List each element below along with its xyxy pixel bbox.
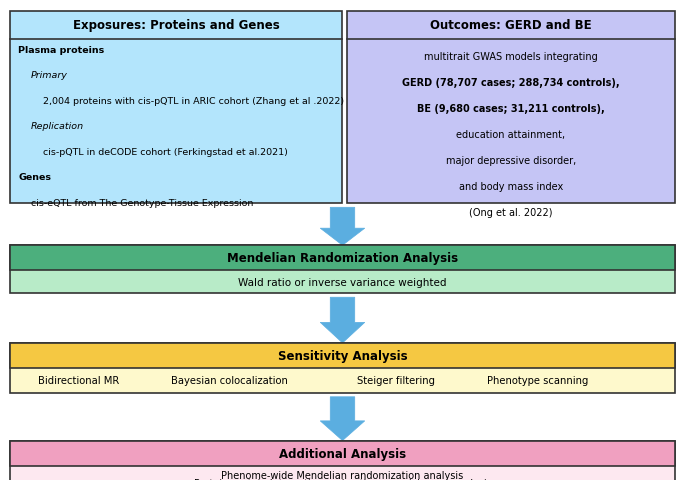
Polygon shape bbox=[320, 208, 364, 246]
Polygon shape bbox=[320, 298, 364, 343]
Text: major depressive disorder,: major depressive disorder, bbox=[446, 156, 576, 166]
Text: Phenotype scanning: Phenotype scanning bbox=[487, 376, 588, 385]
Text: Outcomes: GERD and BE: Outcomes: GERD and BE bbox=[430, 19, 592, 33]
Text: Mendelian Randomization Analysis: Mendelian Randomization Analysis bbox=[227, 252, 458, 265]
Bar bbox=[347, 12, 675, 204]
Text: Primary: Primary bbox=[31, 71, 68, 80]
Text: Genes: Genes bbox=[18, 173, 51, 182]
Text: and body mass index: and body mass index bbox=[459, 181, 563, 192]
Text: multitrait GWAS models integrating: multitrait GWAS models integrating bbox=[424, 52, 598, 62]
Text: BE (9,680 cases; 31,211 controls),: BE (9,680 cases; 31,211 controls), bbox=[417, 104, 605, 114]
Text: 2,004 proteins with cis-pQTL in ARIC cohort (Zhang et al .2022): 2,004 proteins with cis-pQTL in ARIC coh… bbox=[43, 96, 345, 106]
Text: cis-pQTL in deCODE cohort (Ferkingstad et al.2021): cis-pQTL in deCODE cohort (Ferkingstad e… bbox=[43, 147, 288, 156]
Text: Steiger filtering: Steiger filtering bbox=[357, 376, 435, 385]
Text: cis-eQTL from The Genotype-Tissue Expression: cis-eQTL from The Genotype-Tissue Expres… bbox=[31, 198, 253, 207]
Text: Wald ratio or inverse variance weighted: Wald ratio or inverse variance weighted bbox=[238, 277, 447, 287]
Text: education attainment,: education attainment, bbox=[456, 130, 566, 140]
Bar bbox=[10, 343, 675, 368]
Bar bbox=[10, 441, 675, 480]
Bar bbox=[10, 343, 675, 393]
Text: Exposures: Proteins and Genes: Exposures: Proteins and Genes bbox=[73, 19, 279, 33]
Bar bbox=[10, 246, 675, 294]
Text: (Ong et al. 2022): (Ong et al. 2022) bbox=[469, 207, 553, 217]
Text: Replication: Replication bbox=[31, 122, 84, 131]
Text: GERD (78,707 cases; 288,734 controls),: GERD (78,707 cases; 288,734 controls), bbox=[402, 78, 620, 88]
Text: Protein-protein Interaction and pathway enrichment analysis: Protein-protein Interaction and pathway … bbox=[194, 478, 491, 480]
Text: Additional Analysis: Additional Analysis bbox=[279, 446, 406, 460]
Text: Bayesian colocalization: Bayesian colocalization bbox=[171, 376, 288, 385]
Polygon shape bbox=[320, 397, 364, 441]
Bar bbox=[10, 246, 675, 271]
Text: Sensitivity Analysis: Sensitivity Analysis bbox=[277, 349, 408, 362]
Text: Bidirectional MR: Bidirectional MR bbox=[38, 376, 119, 385]
Text: Plasma proteins: Plasma proteins bbox=[18, 46, 105, 55]
Bar bbox=[10, 441, 675, 466]
Text: Phenome-wide Mendelian randomization analysis: Phenome-wide Mendelian randomization ana… bbox=[221, 470, 464, 480]
Bar bbox=[10, 12, 342, 204]
